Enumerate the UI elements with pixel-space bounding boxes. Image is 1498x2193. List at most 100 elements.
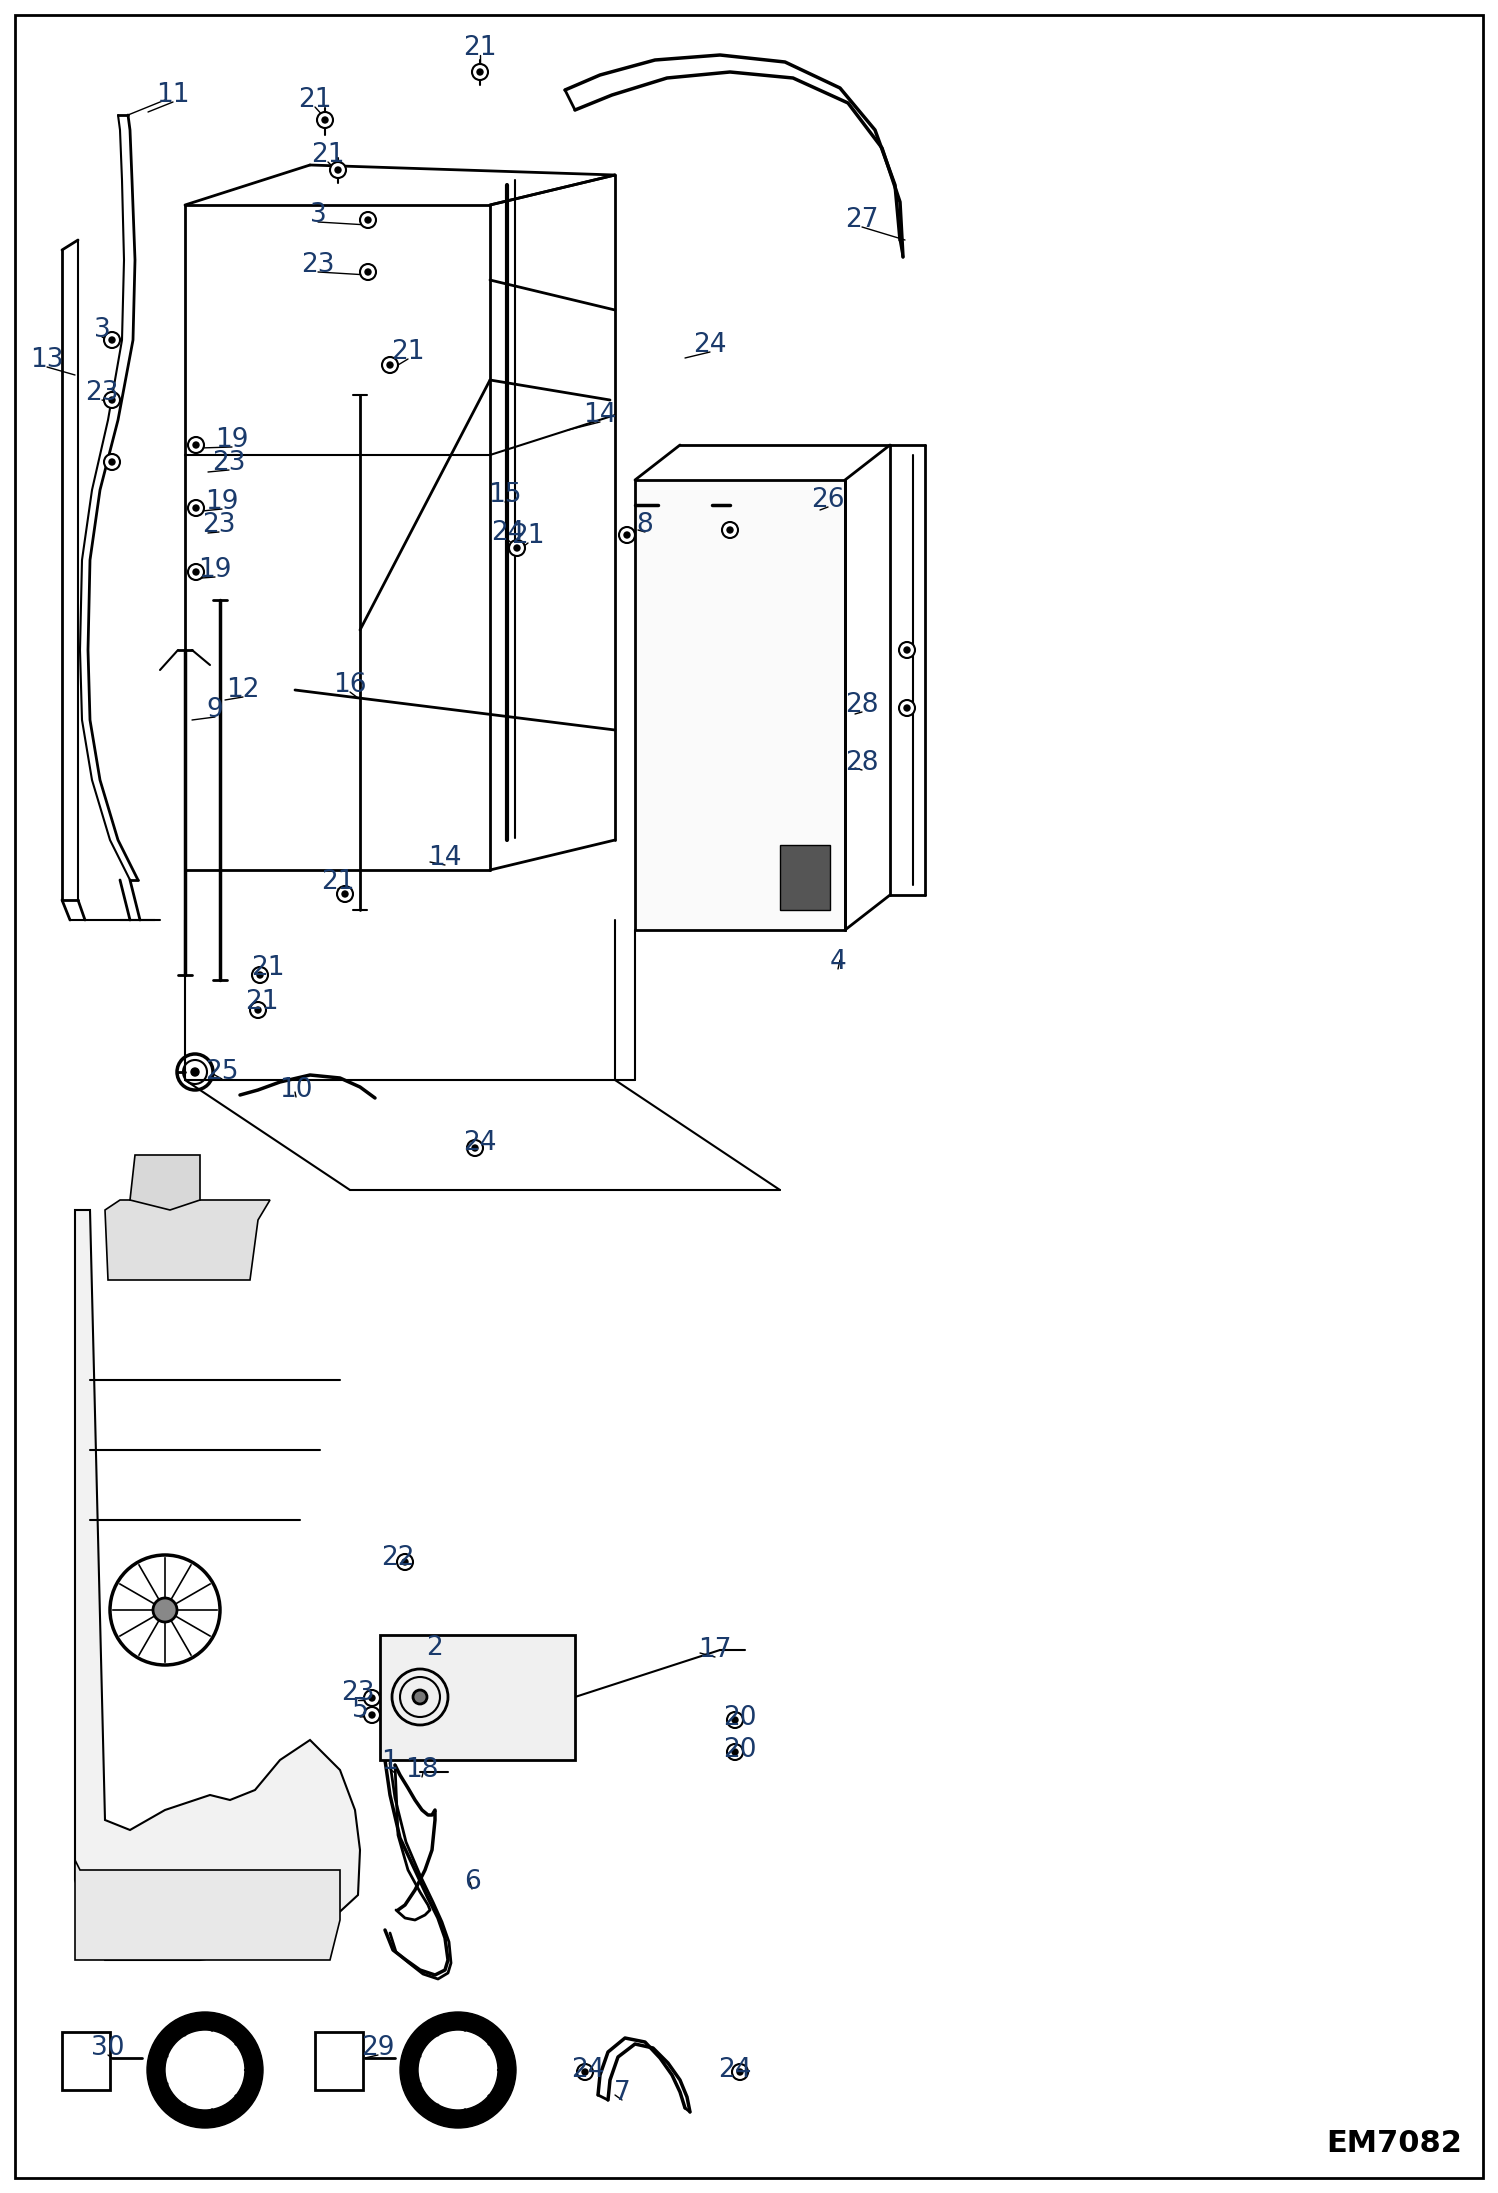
- Text: 21: 21: [246, 989, 279, 1015]
- Text: 3: 3: [93, 318, 111, 342]
- Circle shape: [397, 1555, 413, 1570]
- Circle shape: [364, 1691, 380, 1706]
- Text: 6: 6: [463, 1868, 481, 1895]
- Text: 28: 28: [845, 693, 879, 717]
- Circle shape: [189, 564, 204, 579]
- Polygon shape: [75, 1860, 340, 1961]
- Text: 18: 18: [406, 1757, 439, 1783]
- Text: 11: 11: [156, 81, 190, 107]
- Text: 19: 19: [216, 428, 249, 454]
- Circle shape: [619, 526, 635, 544]
- Circle shape: [369, 1713, 374, 1717]
- Text: 17: 17: [698, 1636, 731, 1662]
- Text: 19: 19: [198, 557, 232, 583]
- Text: 21: 21: [511, 522, 545, 548]
- Circle shape: [413, 1691, 427, 1704]
- Circle shape: [467, 1140, 482, 1156]
- Bar: [780, 844, 830, 910]
- Circle shape: [103, 454, 120, 469]
- Text: 21: 21: [463, 35, 497, 61]
- Circle shape: [342, 890, 348, 897]
- Text: 21: 21: [312, 143, 345, 169]
- Text: 7: 7: [614, 2079, 631, 2105]
- Circle shape: [109, 338, 115, 342]
- Bar: [315, 2033, 363, 2090]
- Circle shape: [472, 64, 488, 79]
- Text: 24: 24: [491, 520, 524, 546]
- Text: 10: 10: [279, 1077, 313, 1103]
- Circle shape: [727, 1743, 743, 1761]
- Text: 1: 1: [382, 1750, 398, 1774]
- Text: 21: 21: [391, 340, 425, 364]
- Circle shape: [577, 2064, 593, 2079]
- Circle shape: [252, 967, 268, 982]
- Text: 9: 9: [207, 697, 223, 724]
- Circle shape: [722, 522, 739, 537]
- Circle shape: [360, 213, 376, 228]
- Text: 29: 29: [361, 2035, 395, 2061]
- Circle shape: [899, 643, 915, 658]
- Circle shape: [330, 162, 346, 178]
- Circle shape: [625, 533, 631, 537]
- Text: 20: 20: [724, 1704, 756, 1730]
- Circle shape: [382, 357, 398, 373]
- Text: 12: 12: [226, 678, 259, 704]
- Circle shape: [733, 1750, 739, 1754]
- Text: 30: 30: [91, 2035, 124, 2061]
- Circle shape: [250, 1002, 267, 1018]
- Text: 23: 23: [213, 450, 246, 476]
- Text: 4: 4: [830, 950, 846, 976]
- Circle shape: [165, 2031, 246, 2110]
- Text: 23: 23: [342, 1680, 374, 1706]
- Circle shape: [727, 526, 733, 533]
- Circle shape: [472, 1145, 478, 1151]
- Circle shape: [583, 2068, 589, 2075]
- Text: 21: 21: [321, 868, 355, 895]
- Circle shape: [903, 647, 909, 654]
- Circle shape: [189, 500, 204, 515]
- Circle shape: [401, 1559, 407, 1566]
- Text: 20: 20: [724, 1737, 756, 1763]
- Bar: [380, 1636, 575, 1761]
- Circle shape: [193, 443, 199, 447]
- Circle shape: [733, 2064, 748, 2079]
- Circle shape: [147, 2011, 264, 2127]
- Polygon shape: [105, 1200, 270, 1281]
- Circle shape: [193, 504, 199, 511]
- Bar: [635, 480, 845, 930]
- Circle shape: [737, 2068, 743, 2075]
- Circle shape: [192, 1068, 199, 1077]
- Text: 25: 25: [205, 1059, 238, 1086]
- Text: 13: 13: [30, 346, 64, 373]
- Circle shape: [400, 2011, 515, 2127]
- Circle shape: [476, 68, 482, 75]
- Text: 15: 15: [488, 482, 521, 509]
- Circle shape: [903, 704, 909, 711]
- Bar: [61, 2033, 109, 2090]
- Circle shape: [322, 116, 328, 123]
- Text: 21: 21: [252, 954, 285, 980]
- Circle shape: [193, 568, 199, 575]
- Circle shape: [366, 217, 372, 224]
- Circle shape: [336, 167, 342, 173]
- Circle shape: [337, 886, 354, 901]
- Circle shape: [364, 1706, 380, 1724]
- Circle shape: [153, 1599, 177, 1623]
- Text: 2: 2: [427, 1636, 443, 1660]
- Circle shape: [189, 436, 204, 454]
- Text: 23: 23: [202, 511, 235, 537]
- Text: 14: 14: [583, 401, 617, 428]
- Text: 26: 26: [812, 487, 845, 513]
- Text: 24: 24: [718, 2057, 752, 2083]
- Circle shape: [255, 1007, 261, 1013]
- Circle shape: [899, 700, 915, 715]
- Text: 27: 27: [845, 206, 879, 232]
- Text: 22: 22: [382, 1546, 415, 1570]
- Circle shape: [386, 362, 392, 368]
- Text: 23: 23: [85, 379, 118, 406]
- Circle shape: [369, 1695, 374, 1702]
- Circle shape: [258, 971, 264, 978]
- Circle shape: [103, 393, 120, 408]
- Text: 14: 14: [428, 844, 461, 871]
- Circle shape: [733, 1717, 739, 1724]
